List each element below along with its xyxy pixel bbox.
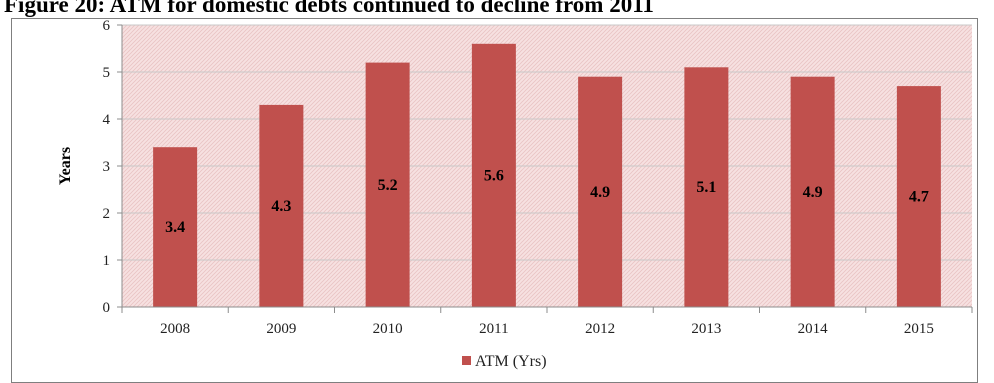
y-tick-label: 0 [103,300,111,316]
data-labels: 3.4 4.3 5.2 5.6 4.9 5.1 4.9 4.7 [165,167,929,236]
x-tick-label: 2013 [691,321,721,337]
y-axis-label: Years [57,147,74,185]
y-tick-label: 5 [103,65,111,81]
y-tick-label: 4 [103,112,111,128]
x-tick-label: 2008 [160,321,190,337]
data-label: 5.1 [696,179,716,196]
data-label: 3.4 [165,219,185,236]
data-label: 4.7 [909,189,929,206]
y-tick-label: 1 [103,253,111,269]
figure-title: Figure 20: ATM for domestic debts contin… [4,0,654,17]
bar [259,104,304,308]
x-tick-label: 2014 [798,321,829,337]
bar [471,43,516,308]
bar [790,76,835,307]
x-tick-label: 2012 [585,321,615,337]
bar [365,62,410,307]
bar [684,67,729,307]
y-tick-label: 2 [103,206,111,222]
x-tick-label: 2010 [373,321,403,337]
data-label: 4.9 [803,184,823,201]
bar [578,76,623,307]
axes: 0 1 2 3 4 5 6 2008 2009 2010 2011 2012 2013 2014 2015 [103,18,973,337]
bar [896,86,941,307]
x-tick-label: 2009 [266,321,296,337]
bar [153,147,198,307]
y-tick-label: 3 [103,159,111,175]
legend: ATM (Yrs) [462,353,547,370]
data-label: 4.9 [590,184,610,201]
legend-swatch [462,356,471,365]
bars [153,43,941,308]
x-tick-label: 2015 [904,321,934,337]
data-label: 5.2 [378,177,398,194]
data-label: 4.3 [271,198,291,215]
y-tick-label: 6 [103,18,111,34]
data-label: 5.6 [484,167,504,184]
legend-label: ATM (Yrs) [475,353,547,370]
x-tick-label: 2011 [479,321,508,337]
